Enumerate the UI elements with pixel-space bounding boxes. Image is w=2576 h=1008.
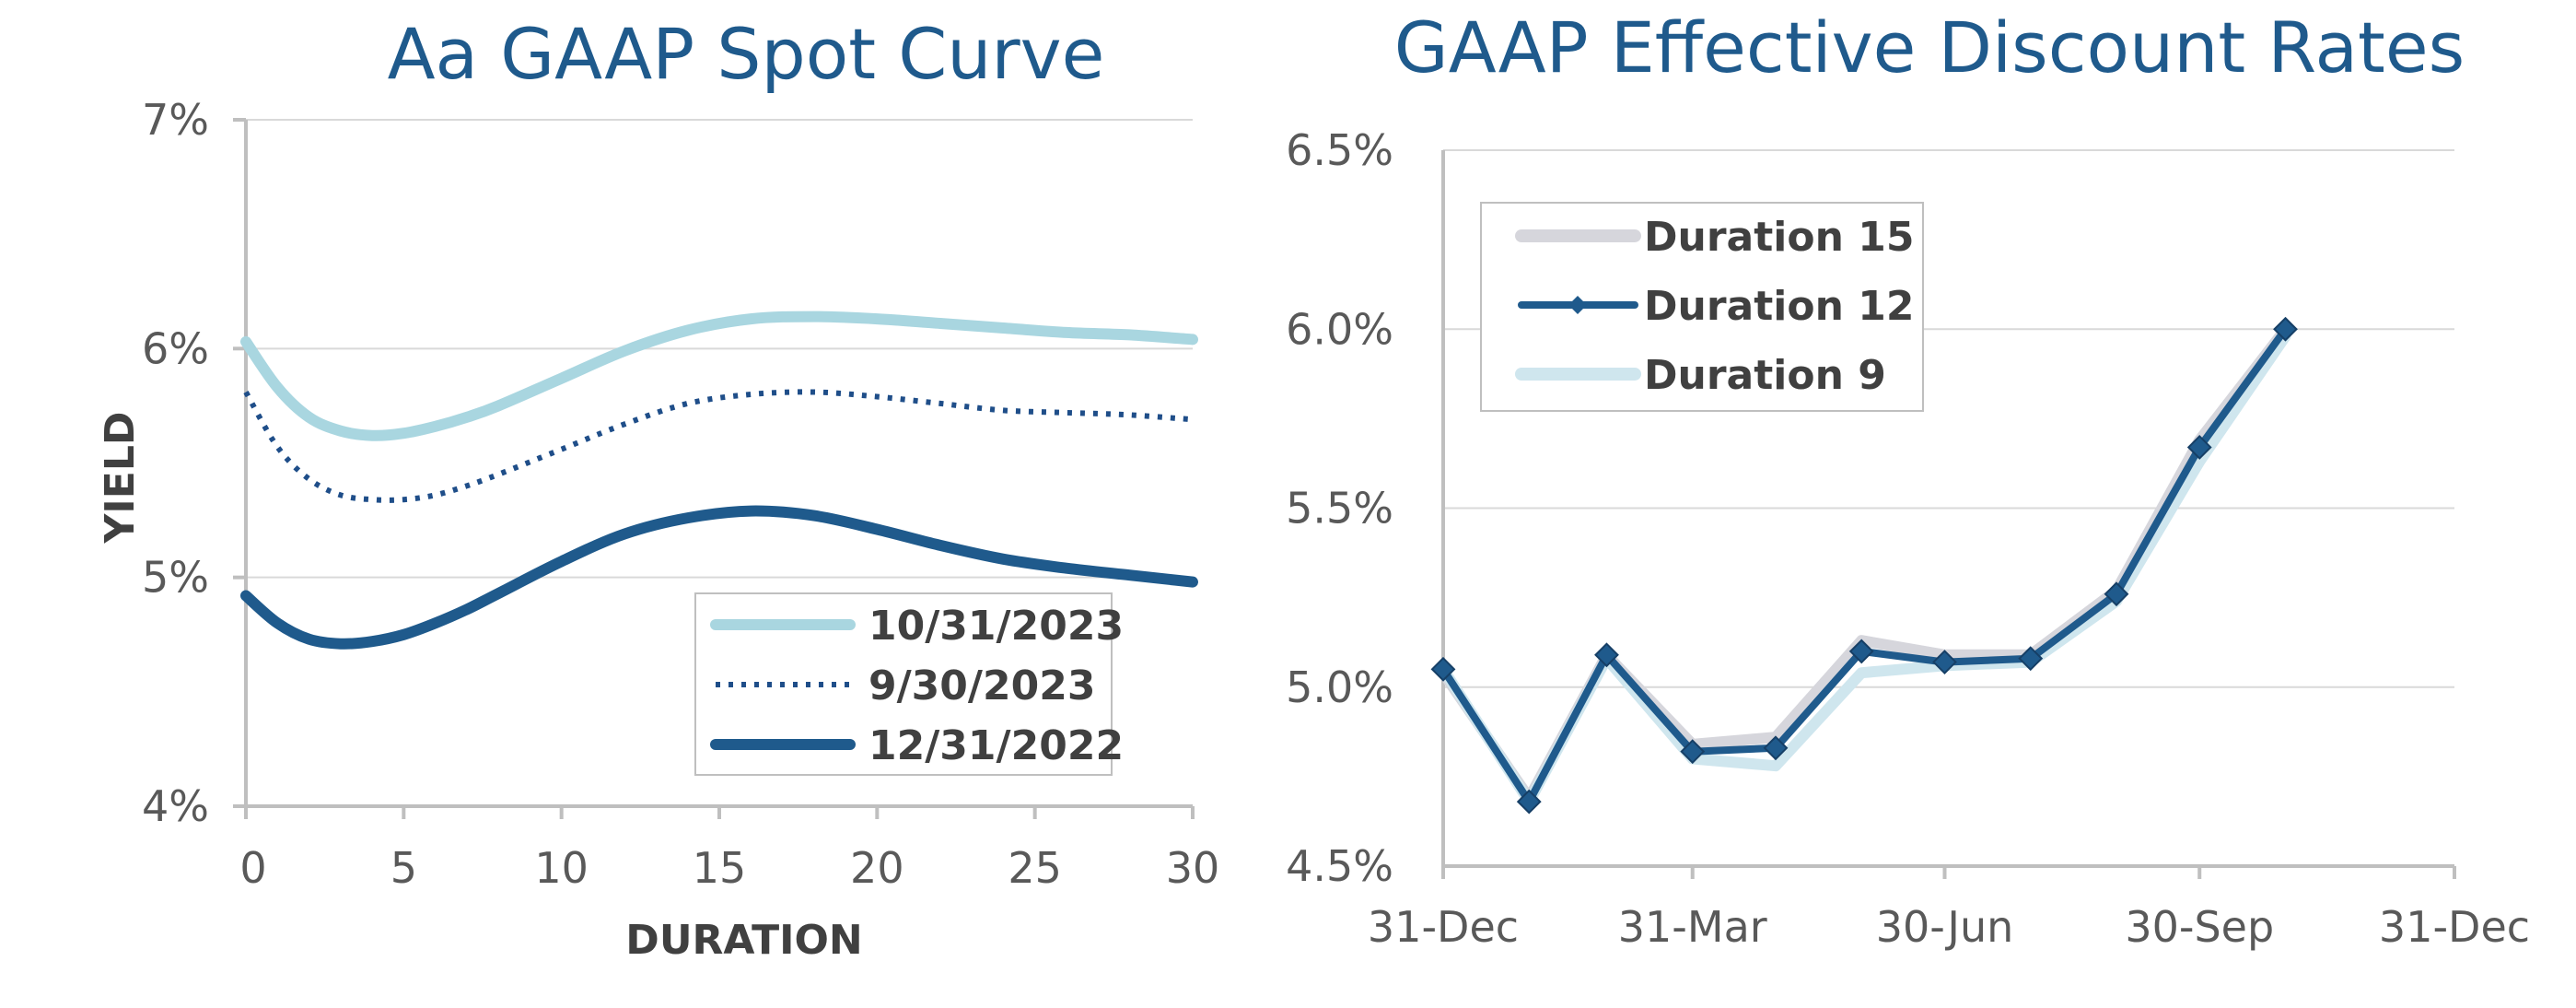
spot-curve-y-tick-label: 7% (142, 95, 209, 145)
discount-rates-x-tick-label: 30-Sep (2125, 902, 2274, 952)
spot-curve-x-tick-label: 25 (1008, 843, 1062, 893)
discount-rates-legend-label: Duration 9 (1644, 352, 1886, 399)
spot-curve-series (240, 311, 1198, 650)
spot-curve-y-tick-label: 5% (142, 553, 209, 603)
discount-rates-series (1430, 316, 2298, 815)
discount-rates-point-marker (2273, 316, 2298, 342)
spot-curve-y-tick-label: 4% (142, 781, 209, 831)
discount-rates-title: GAAP Effective Discount Rates (1394, 6, 2465, 88)
discount-rates-y-tick-label: 5.5% (1286, 484, 1393, 533)
discount-rates-y-tick-label: 5.0% (1286, 662, 1393, 712)
spot-curve-gridlines (246, 119, 1193, 579)
spot-curve-legend-label: 9/30/2023 (868, 662, 1095, 709)
spot-curve-x-tick-label: 10 (534, 843, 589, 893)
discount-rates-point-marker (1932, 650, 1957, 674)
spot-curve-x-tick-label: 20 (850, 843, 904, 893)
spot-curve-title: Aa GAAP Spot Curve (388, 13, 1105, 95)
discount-rates-legend-label: Duration 15 (1644, 214, 1914, 261)
discount-rates-legend-marker (1568, 296, 1587, 314)
spot-curve-x-axis-title: DURATION (625, 917, 862, 964)
discount-rates-y-tick-label: 6.0% (1286, 304, 1393, 354)
discount-rates-tick-labels: 4.5% 5.0% 5.5% 6.0% 6.5% 31-Dec 31-Mar 30-Jun 30… (1286, 125, 2530, 952)
discount-rates-point-marker (2186, 435, 2212, 460)
spot-curve-tick-labels: 4% 5% 6% 7% 0 5 10 15 20 25 30 (142, 95, 1219, 893)
spot-curve-x-tick-label: 30 (1166, 843, 1220, 893)
discount-rates-point-marker (1848, 639, 1874, 664)
discount-rates-point-marker (1516, 789, 1542, 815)
discount-rates-point-marker (2104, 581, 2129, 607)
discount-rates-legend: Duration 15 Duration 12 Duration 9 (1480, 202, 1924, 412)
spot-curve-x-tick-label: 0 (239, 843, 266, 893)
spot-curve-legend-label: 12/31/2022 (868, 722, 1124, 769)
discount-rates-axes (1441, 150, 2456, 879)
spot-curve-y-axis-title: YIELD (97, 412, 144, 545)
discount-rates-point-marker (1430, 656, 1456, 682)
spot-curve-series-line-3 (240, 505, 1198, 650)
spot-curve-series-line-2 (243, 389, 1194, 503)
discount-rates-x-tick-label: 31-Mar (1618, 902, 1767, 952)
discount-rates-point-marker (1680, 739, 1706, 765)
spot-curve-legend-label: 10/31/2023 (868, 603, 1124, 650)
discount-rates-chart: GAAP Effective Discount Rates 4.5% 5.0% 5.… (1286, 6, 2530, 952)
spot-curve-y-tick-label: 6% (142, 323, 209, 373)
spot-curve-axes (233, 118, 1195, 819)
discount-rates-y-tick-label: 6.5% (1286, 125, 1393, 175)
spot-curve-x-tick-label: 15 (693, 843, 747, 893)
discount-rates-x-tick-label: 31-Dec (2379, 902, 2530, 952)
spot-curve-legend: 10/31/2023 9/30/2023 12/31/2022 (694, 592, 1124, 776)
discount-rates-point-marker (1763, 735, 1789, 761)
spot-curve-chart: Aa GAAP Spot Curve 4%5%6%7%0 5 10 15 20 25 30 … (97, 13, 1219, 964)
spot-curve-x-tick-label: 5 (390, 843, 417, 893)
discount-rates-legend-label: Duration 12 (1644, 283, 1914, 330)
spot-curve-series-line-1 (240, 311, 1198, 441)
discount-rates-x-tick-label: 30-Jun (1876, 902, 2014, 952)
discount-rates-point-marker (1594, 642, 1619, 668)
discount-rates-point-marker (2018, 646, 2044, 672)
discount-rates-y-tick-label: 4.5% (1286, 841, 1393, 891)
discount-rates-x-tick-label: 31-Dec (1368, 902, 1519, 952)
